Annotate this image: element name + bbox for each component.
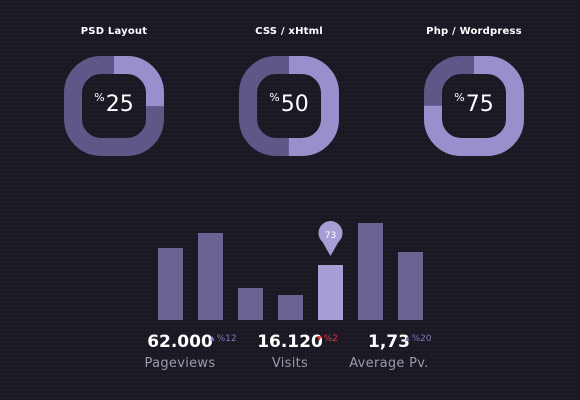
- gauge-ring-fill: [239, 56, 339, 156]
- gauge-title: CSS / xHtml: [255, 26, 323, 37]
- stat-label: Visits: [271, 356, 309, 371]
- bar[interactable]: [358, 223, 383, 320]
- stat-change: ▲ %12: [210, 334, 237, 344]
- gauge-ring: [64, 56, 164, 156]
- gauge-value: %25: [54, 91, 174, 117]
- tooltip-value: 73: [325, 231, 336, 241]
- gauge-php-wordpress: Php / Wordpress %75: [414, 26, 534, 166]
- gauge-value: %50: [229, 91, 349, 117]
- percent-symbol: %: [454, 91, 465, 104]
- bar-chart: 73: [158, 221, 423, 320]
- stat-value: 16.120: [257, 332, 323, 352]
- stat-value: 62.000: [147, 332, 213, 352]
- stat-change-value: %20: [411, 334, 432, 344]
- gauge-ring: [424, 56, 524, 156]
- tooltip-pin: [318, 221, 343, 256]
- gauge-ring-fill: [64, 56, 164, 156]
- gauge-ring-fill: [424, 56, 524, 156]
- bar[interactable]: [278, 295, 303, 320]
- bar-highlighted[interactable]: [318, 265, 343, 320]
- bar[interactable]: [238, 288, 263, 320]
- gauge-title: Php / Wordpress: [426, 26, 522, 37]
- bar[interactable]: [158, 248, 183, 320]
- stat-change-value: %2: [323, 334, 338, 344]
- stat-label: Pageviews: [144, 356, 216, 371]
- gauge-value: %75: [414, 91, 534, 117]
- percent-symbol: %: [94, 91, 105, 104]
- percent-symbol: %: [269, 91, 280, 104]
- arrow-down-icon: ▼: [317, 335, 322, 342]
- gauge-css-xhtml: CSS / xHtml %50: [229, 26, 349, 166]
- arrow-up-icon: ▲: [405, 335, 410, 342]
- stat-value: 1,73: [368, 332, 410, 352]
- gauge-title: PSD Layout: [80, 26, 148, 37]
- stat-change: ▼ %2: [317, 334, 338, 344]
- stat-change-value: %12: [216, 334, 237, 344]
- gauge-number: 50: [280, 92, 309, 117]
- gauge-ring: [239, 56, 339, 156]
- stat-change: ▲ %20: [405, 334, 432, 344]
- bar[interactable]: [198, 233, 223, 320]
- bar[interactable]: [398, 252, 423, 320]
- arrow-up-icon: ▲: [210, 335, 215, 342]
- stat-average-pv: 1,73 Average Pv. ▲ %20: [329, 332, 449, 371]
- gauge-psd-layout: PSD Layout %25: [54, 26, 174, 166]
- stat-label: Average Pv.: [349, 356, 429, 371]
- gauge-number: 25: [105, 92, 134, 117]
- stat-pageviews: 62.000 Pageviews ▲ %12: [120, 332, 240, 371]
- stat-visits: 16.120 Visits ▼ %2: [230, 332, 350, 371]
- gauge-number: 75: [465, 92, 494, 117]
